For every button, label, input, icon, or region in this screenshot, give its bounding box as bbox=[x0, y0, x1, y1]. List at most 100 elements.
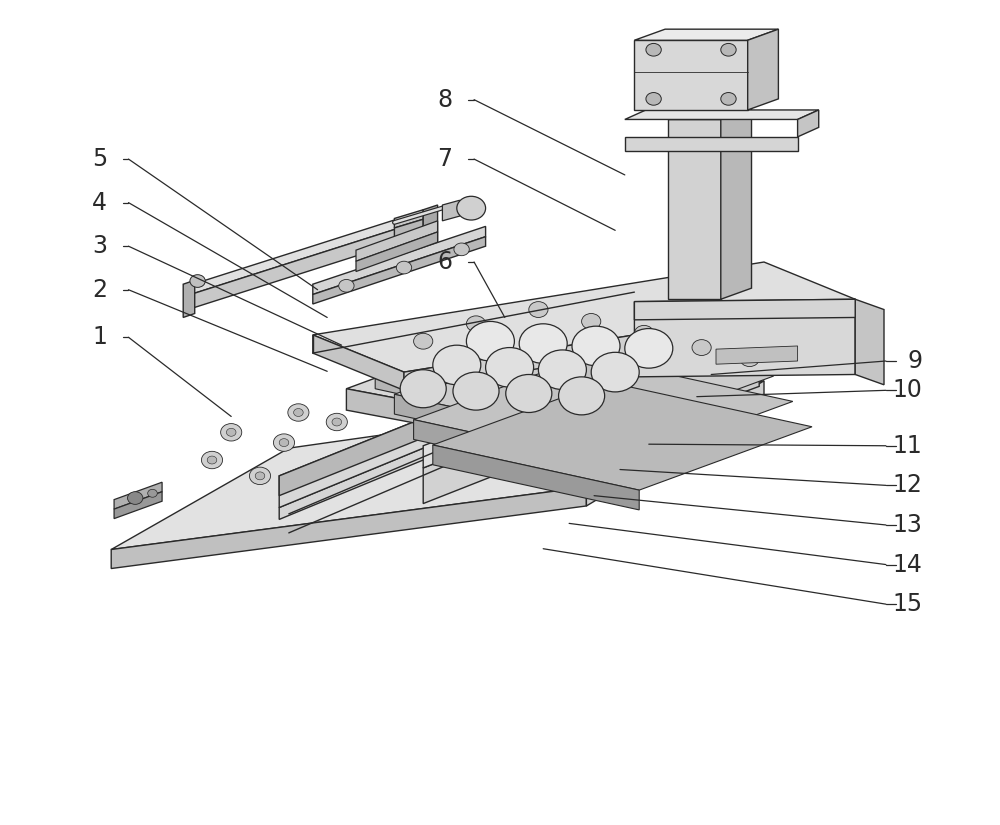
Polygon shape bbox=[586, 381, 764, 506]
Circle shape bbox=[486, 432, 495, 441]
Circle shape bbox=[646, 92, 661, 106]
Text: 6: 6 bbox=[438, 250, 453, 274]
Polygon shape bbox=[414, 420, 620, 484]
Circle shape bbox=[625, 328, 673, 368]
Polygon shape bbox=[423, 365, 634, 468]
Polygon shape bbox=[114, 492, 162, 519]
Polygon shape bbox=[394, 210, 423, 228]
Circle shape bbox=[692, 340, 711, 356]
Text: 11: 11 bbox=[893, 434, 922, 458]
Polygon shape bbox=[356, 232, 438, 271]
Circle shape bbox=[207, 456, 217, 464]
Circle shape bbox=[396, 262, 412, 274]
Polygon shape bbox=[433, 445, 639, 510]
Polygon shape bbox=[356, 221, 438, 262]
Circle shape bbox=[529, 302, 548, 318]
Circle shape bbox=[432, 368, 453, 385]
Circle shape bbox=[489, 380, 511, 398]
Circle shape bbox=[339, 280, 354, 292]
Circle shape bbox=[400, 370, 446, 408]
Polygon shape bbox=[442, 200, 460, 221]
Polygon shape bbox=[798, 110, 819, 137]
Text: 9: 9 bbox=[907, 349, 922, 373]
Circle shape bbox=[288, 403, 309, 422]
Circle shape bbox=[454, 243, 469, 256]
Circle shape bbox=[453, 372, 499, 410]
Polygon shape bbox=[375, 369, 582, 434]
Polygon shape bbox=[313, 226, 486, 295]
Circle shape bbox=[273, 434, 295, 451]
Circle shape bbox=[433, 345, 481, 384]
Circle shape bbox=[519, 323, 567, 363]
Text: 7: 7 bbox=[438, 147, 453, 171]
Polygon shape bbox=[394, 331, 774, 440]
Circle shape bbox=[538, 350, 586, 389]
Circle shape bbox=[414, 333, 433, 349]
Polygon shape bbox=[414, 356, 793, 464]
Polygon shape bbox=[634, 299, 855, 377]
Polygon shape bbox=[111, 381, 764, 549]
Polygon shape bbox=[577, 365, 759, 454]
Circle shape bbox=[721, 44, 736, 56]
Circle shape bbox=[249, 467, 271, 484]
Circle shape bbox=[572, 326, 620, 365]
Polygon shape bbox=[313, 335, 404, 390]
Text: 5: 5 bbox=[92, 147, 107, 171]
Polygon shape bbox=[625, 137, 798, 151]
Circle shape bbox=[646, 44, 661, 56]
Circle shape bbox=[466, 322, 514, 361]
Text: 1: 1 bbox=[92, 325, 107, 349]
Polygon shape bbox=[634, 40, 748, 110]
Polygon shape bbox=[404, 299, 855, 390]
Text: 14: 14 bbox=[893, 553, 922, 577]
Polygon shape bbox=[188, 219, 399, 295]
Polygon shape bbox=[183, 280, 195, 318]
Polygon shape bbox=[394, 394, 601, 460]
Polygon shape bbox=[668, 108, 752, 120]
Circle shape bbox=[332, 418, 342, 426]
Polygon shape bbox=[433, 382, 812, 490]
Circle shape bbox=[466, 316, 486, 332]
Circle shape bbox=[190, 275, 205, 287]
Text: 8: 8 bbox=[438, 87, 453, 111]
Circle shape bbox=[221, 423, 242, 441]
Polygon shape bbox=[111, 487, 586, 568]
Circle shape bbox=[255, 472, 265, 480]
Polygon shape bbox=[634, 29, 778, 40]
Polygon shape bbox=[423, 205, 438, 254]
Polygon shape bbox=[634, 299, 855, 320]
Polygon shape bbox=[721, 108, 752, 299]
Circle shape bbox=[366, 390, 375, 398]
Circle shape bbox=[486, 347, 534, 387]
Circle shape bbox=[279, 439, 289, 446]
Circle shape bbox=[740, 351, 759, 366]
Polygon shape bbox=[748, 29, 778, 110]
Polygon shape bbox=[855, 299, 884, 384]
Circle shape bbox=[582, 314, 601, 329]
Circle shape bbox=[148, 489, 157, 497]
Polygon shape bbox=[313, 262, 855, 372]
Polygon shape bbox=[279, 357, 644, 520]
Circle shape bbox=[326, 413, 347, 431]
Polygon shape bbox=[279, 333, 644, 507]
Text: 2: 2 bbox=[92, 278, 107, 302]
Circle shape bbox=[226, 428, 236, 436]
Circle shape bbox=[360, 385, 381, 403]
Polygon shape bbox=[346, 322, 759, 432]
Text: 10: 10 bbox=[893, 379, 922, 403]
Text: 3: 3 bbox=[92, 234, 107, 258]
Text: 15: 15 bbox=[892, 592, 922, 616]
Polygon shape bbox=[346, 389, 577, 454]
Circle shape bbox=[634, 325, 654, 342]
Polygon shape bbox=[313, 237, 486, 304]
Circle shape bbox=[559, 377, 605, 415]
Polygon shape bbox=[279, 333, 634, 496]
Circle shape bbox=[294, 408, 303, 417]
Circle shape bbox=[128, 492, 143, 504]
Circle shape bbox=[438, 373, 447, 381]
Circle shape bbox=[201, 451, 223, 469]
Circle shape bbox=[495, 384, 505, 393]
Polygon shape bbox=[375, 305, 754, 414]
Polygon shape bbox=[423, 384, 634, 503]
Circle shape bbox=[457, 196, 486, 220]
